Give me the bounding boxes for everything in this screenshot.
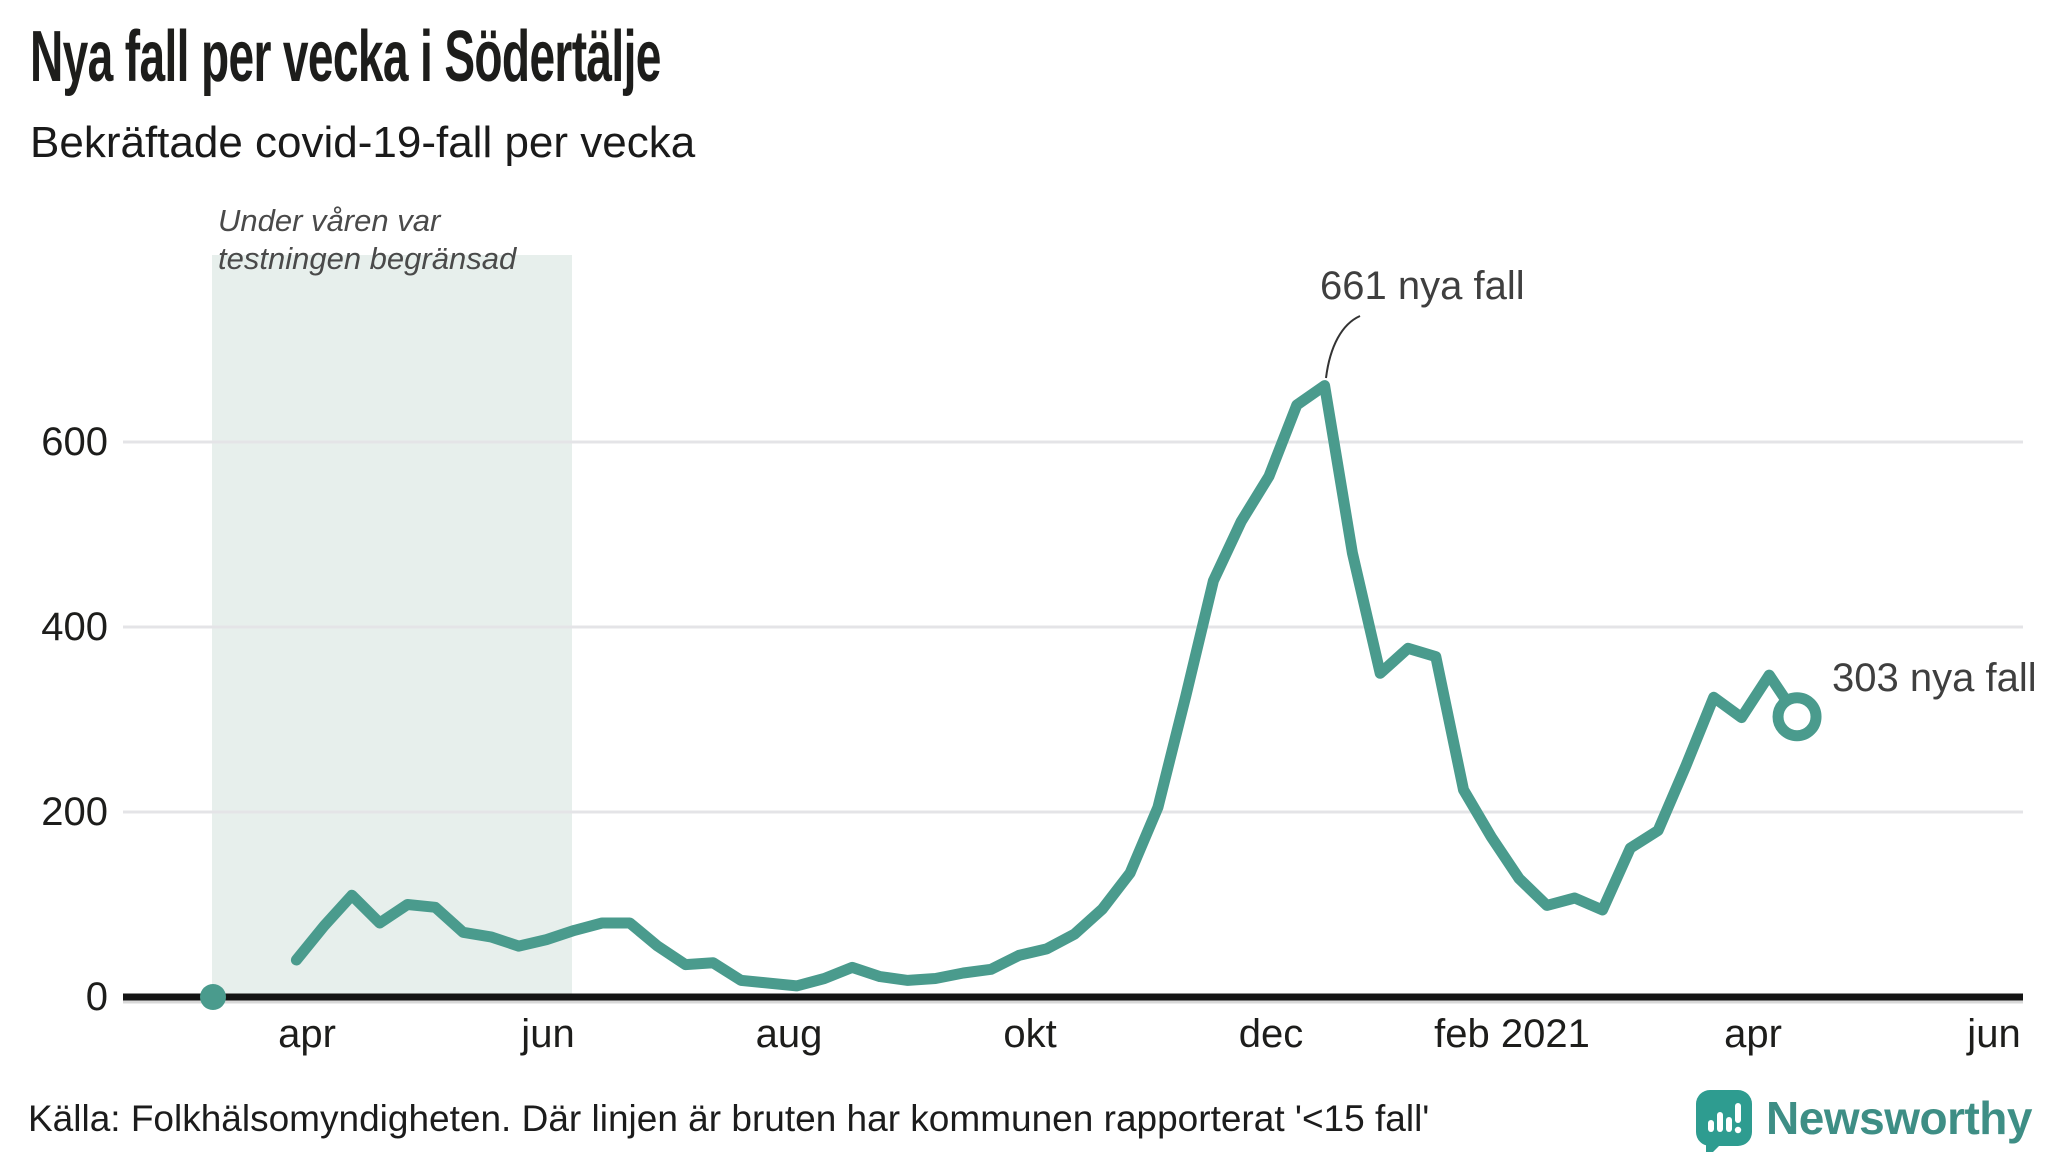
limited-testing-note: Under våren var testningen begränsad [218, 202, 516, 278]
y-tick-label-200: 200 [41, 790, 108, 834]
latest-annotation: 303 nya fall [1832, 656, 2037, 700]
x-tick-label-2-aug: aug [755, 1012, 823, 1056]
x-tick-label-3-okt: okt [1003, 1012, 1057, 1056]
y-tick-label-600: 600 [41, 420, 108, 464]
x-tick-label-6-apr: apr [1724, 1012, 1782, 1056]
logo-brand-text: Newsworthy [1766, 1092, 2032, 1144]
peak-leader-line [1325, 315, 1361, 379]
limited-testing-note-line1: Under våren var [218, 203, 441, 238]
chart-subtitle: Bekräftade covid-19-fall per vecka [30, 118, 696, 167]
bar-chart-icon [1708, 1103, 1742, 1134]
y-tick-label-0: 0 [85, 975, 108, 1019]
logo-bubble-tail [1706, 1144, 1722, 1152]
y-tick-label-400: 400 [41, 605, 108, 649]
newsworthy-logo: Newsworthy [1696, 1088, 2032, 1152]
series-line-1 [290, 380, 1803, 992]
limited-testing-note-line2: testningen begränsad [218, 241, 517, 276]
chart-title: Nya fall per vecka i Södertälje [30, 17, 661, 97]
source-note: Källa: Folkhälsomyndigheten. Där linjen … [28, 1098, 1430, 1139]
x-tick-label-4-dec: dec [1238, 1012, 1304, 1056]
x-tick-label-5-feb-2021: feb 2021 [1434, 1012, 1590, 1056]
x-tick-label-7-jun: jun [1967, 1012, 2021, 1056]
x-tick-label-1-jun: jun [521, 1012, 575, 1056]
start-point-marker [200, 984, 226, 1010]
x-tick-label-0-apr: apr [278, 1012, 336, 1056]
logo-chart-bubble-icon [1696, 1090, 1753, 1152]
peak-annotation: 661 nya fall [1320, 264, 1525, 308]
latest-point-marker [1772, 692, 1822, 742]
